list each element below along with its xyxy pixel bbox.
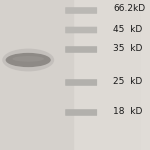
Text: 35  kD: 35 kD (113, 44, 142, 53)
Text: 45  kD: 45 kD (113, 25, 142, 34)
FancyBboxPatch shape (65, 27, 97, 33)
Text: 66.2kD: 66.2kD (113, 4, 145, 13)
FancyBboxPatch shape (65, 109, 97, 116)
Ellipse shape (12, 56, 44, 62)
Text: 18  kD: 18 kD (113, 107, 142, 116)
FancyBboxPatch shape (65, 79, 97, 86)
Ellipse shape (2, 49, 54, 71)
FancyBboxPatch shape (65, 7, 97, 14)
FancyBboxPatch shape (65, 46, 97, 53)
Bar (0, 0, 73, 150)
Text: 25  kD: 25 kD (113, 77, 142, 86)
Ellipse shape (6, 53, 51, 67)
